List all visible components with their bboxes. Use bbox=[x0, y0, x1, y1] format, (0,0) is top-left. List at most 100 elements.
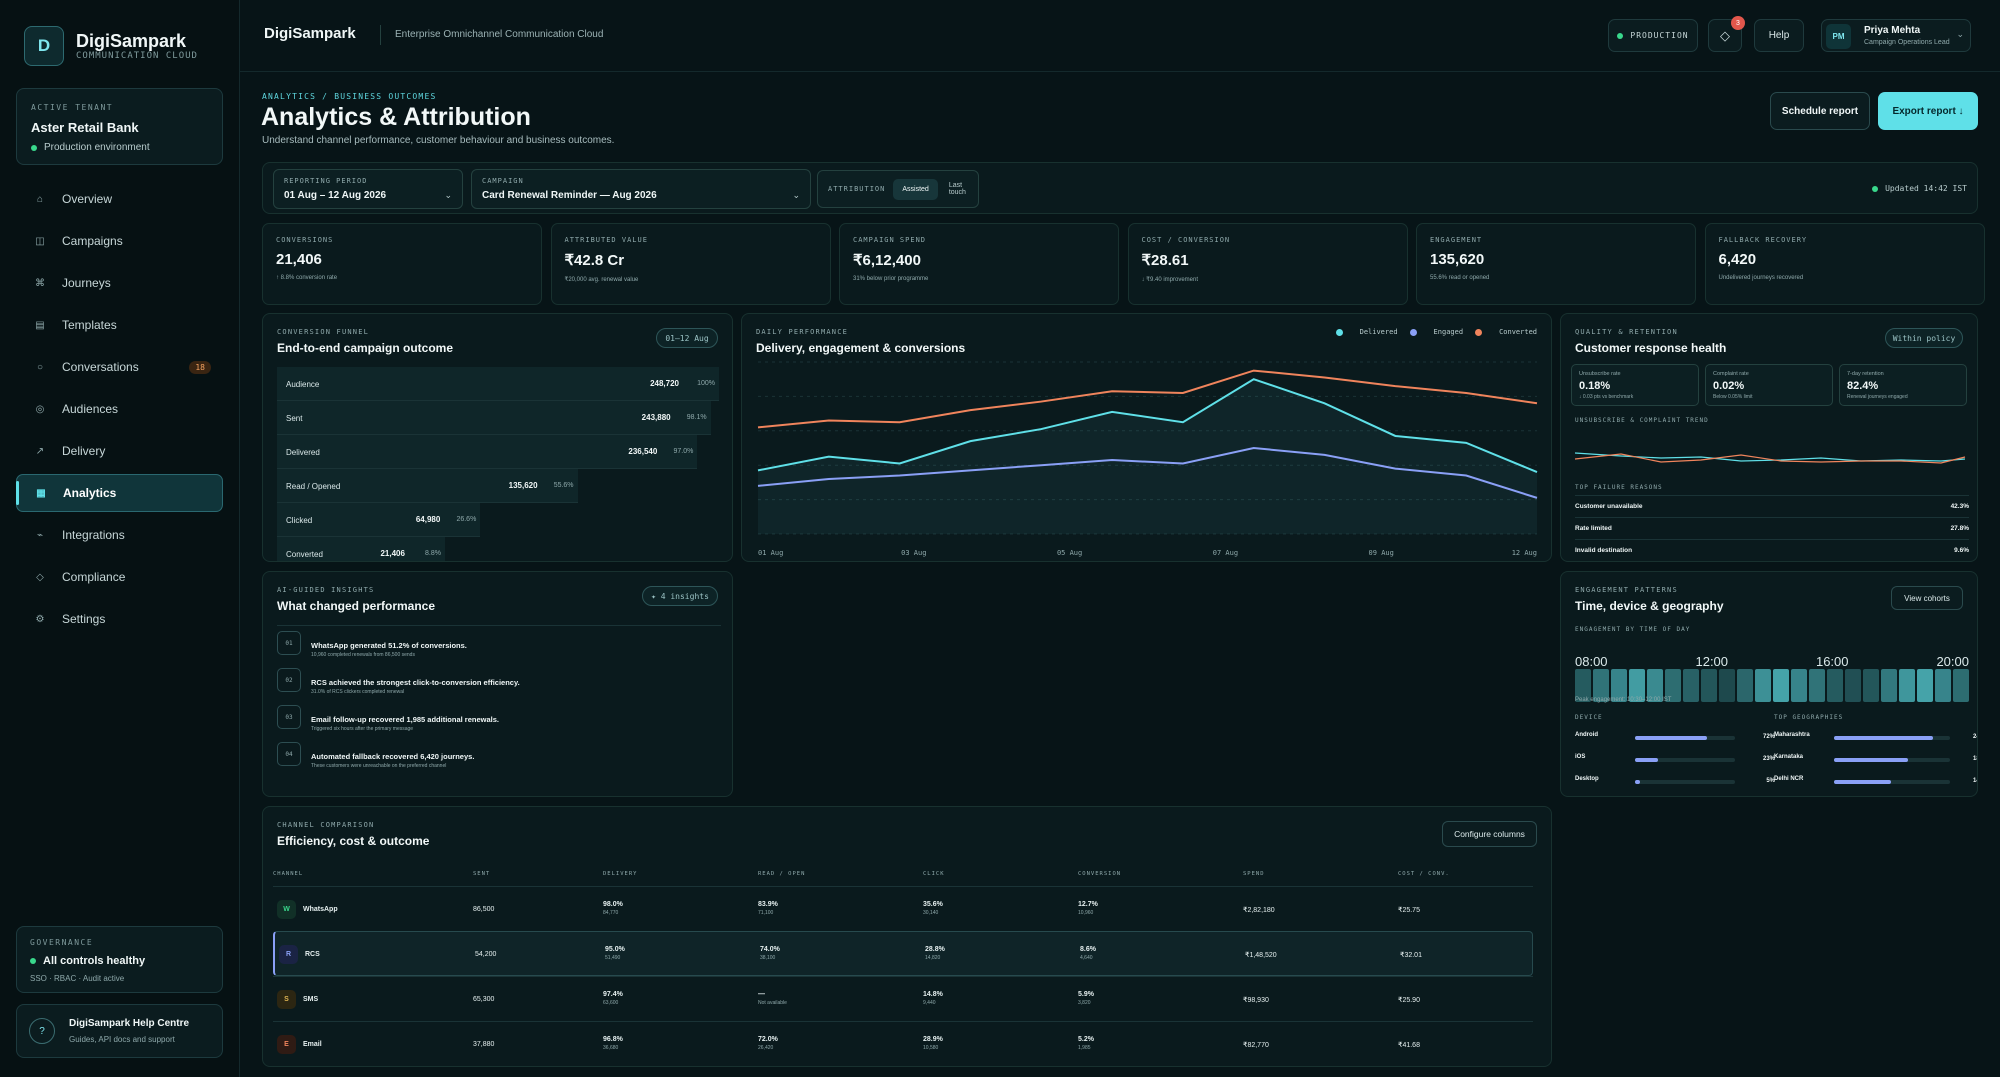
column-header[interactable]: READ / OPEN bbox=[758, 871, 806, 877]
kpi-card[interactable]: CAMPAIGN SPEND ₹6,12,400 31% below prior p… bbox=[839, 223, 1119, 305]
attribution-option-assisted[interactable]: Assisted bbox=[893, 178, 938, 200]
insight-item[interactable]: 04 Automated fallback recovered 6,420 jou… bbox=[277, 740, 721, 774]
column-header[interactable]: SPEND bbox=[1243, 871, 1265, 877]
quality-metric-card[interactable]: 7-day retention 82.4% Renewal journeys eng… bbox=[1839, 364, 1967, 406]
sidebar-item-settings[interactable]: ⚙ Settings bbox=[16, 600, 223, 638]
series-line-delivered[interactable] bbox=[757, 378, 1538, 474]
column-header[interactable]: CHANNEL bbox=[273, 871, 304, 877]
schedule-report-button[interactable]: Schedule report bbox=[1770, 92, 1870, 130]
column-header[interactable]: COST / CONV. bbox=[1398, 871, 1450, 877]
environment-badge[interactable]: PRODUCTION bbox=[1608, 19, 1698, 52]
funnel-row[interactable]: Converted 21,406 8.8% bbox=[277, 537, 445, 561]
funnel-row[interactable]: Delivered 236,540 97.0% bbox=[277, 435, 698, 469]
reporting-period-select[interactable]: REPORTING PERIOD 01 Aug – 12 Aug 2026 ⌄ bbox=[273, 169, 463, 209]
failure-reason-row[interactable]: Invalid destination 9.6% bbox=[1575, 539, 1969, 559]
legend-item[interactable]: Delivered bbox=[1335, 328, 1398, 336]
heatmap-cell[interactable] bbox=[1629, 669, 1645, 702]
table-row[interactable]: E Email 37,880 96.8% 36,680 72.0% 26,420 28.9% 1… bbox=[273, 1021, 1533, 1066]
heatmap-cell[interactable] bbox=[1647, 669, 1663, 702]
breadcrumb[interactable]: ANALYTICS / BUSINESS OUTCOMES bbox=[262, 92, 437, 101]
brand[interactable]: D DigiSampark COMMUNICATION CLOUD bbox=[24, 26, 198, 66]
column-header[interactable]: SENT bbox=[473, 871, 491, 877]
heatmap-cell[interactable] bbox=[1737, 669, 1753, 702]
configure-columns-button[interactable]: Configure columns bbox=[1442, 821, 1537, 847]
quality-metric-card[interactable]: Complaint rate 0.02% Below 0.05% limit bbox=[1705, 364, 1833, 406]
cell-sub: 30,140 bbox=[923, 910, 939, 916]
table-row[interactable]: R RCS 54,200 95.0% 51,490 74.0% 38,100 28.8% 14,… bbox=[273, 931, 1533, 976]
legend-item[interactable]: Engaged bbox=[1409, 328, 1463, 336]
heatmap-cell[interactable] bbox=[1881, 669, 1897, 702]
heatmap-cell[interactable] bbox=[1701, 669, 1717, 702]
sidebar-item-audiences[interactable]: ◎ Audiences bbox=[16, 390, 223, 428]
heatmap-cell[interactable] bbox=[1917, 669, 1933, 702]
heatmap-cell[interactable] bbox=[1845, 669, 1861, 702]
kpi-card[interactable]: ENGAGEMENT 135,620 55.6% read or opened bbox=[1416, 223, 1696, 305]
funnel-row[interactable]: Clicked 64,980 26.6% bbox=[277, 503, 481, 537]
sidebar-item-campaigns[interactable]: ◫ Campaigns bbox=[16, 222, 223, 260]
sidebar-item-compliance[interactable]: ◇ Compliance bbox=[16, 558, 223, 596]
view-cohorts-button[interactable]: View cohorts bbox=[1891, 586, 1963, 610]
governance-card[interactable]: GOVERNANCE All controls healthy SSO · RB… bbox=[16, 926, 223, 993]
user-menu[interactable]: PM Priya Mehta Campaign Operations Lead … bbox=[1821, 19, 1971, 52]
geo-row[interactable]: Delhi NCR 14.2% bbox=[1774, 776, 1977, 788]
insights-count-badge[interactable]: ✦ 4 insights bbox=[642, 586, 718, 606]
column-header[interactable]: CONVERSION bbox=[1078, 871, 1122, 877]
help-centre-card[interactable]: ? DigiSampark Help Centre Guides, API do… bbox=[16, 1004, 223, 1058]
insight-item[interactable]: 03 Email follow-up recovered 1,985 additi… bbox=[277, 703, 721, 737]
campaign-select[interactable]: CAMPAIGN Card Renewal Reminder — Aug 202… bbox=[471, 169, 811, 209]
export-report-button[interactable]: Export report ↓ bbox=[1878, 92, 1978, 130]
funnel-row[interactable]: Read / Opened 135,620 55.6% bbox=[277, 469, 578, 503]
heatmap-cell[interactable] bbox=[1665, 669, 1681, 702]
heatmap-cell[interactable] bbox=[1593, 669, 1609, 702]
funnel-row[interactable]: Sent 243,880 98.1% bbox=[277, 401, 711, 435]
column-header[interactable]: CLICK bbox=[923, 871, 945, 877]
funnel-row[interactable]: Audience 248,720 100% bbox=[277, 367, 719, 401]
heatmap-cell[interactable] bbox=[1611, 669, 1627, 702]
geo-row[interactable]: Karnataka 18.6% bbox=[1774, 754, 1977, 766]
heatmap-cell[interactable] bbox=[1719, 669, 1735, 702]
insight-item[interactable]: 02 RCS achieved the strongest click-to-co… bbox=[277, 666, 721, 700]
device-row[interactable]: iOS 23% bbox=[1575, 754, 1775, 766]
heatmap-cell[interactable] bbox=[1827, 669, 1843, 702]
table-row[interactable]: S SMS 65,300 97.4% 63,600 — Not available 14.8%… bbox=[273, 976, 1533, 1021]
sidebar-item-analytics[interactable]: ▦ Analytics bbox=[16, 474, 223, 512]
sidebar-item-delivery[interactable]: ↗ Delivery bbox=[16, 432, 223, 470]
table-row[interactable]: W WhatsApp 86,500 98.0% 84,770 83.9% 71,100 35.… bbox=[273, 886, 1533, 931]
series-line-engaged[interactable] bbox=[757, 446, 1538, 499]
failure-reason-row[interactable]: Rate limited 27.8% bbox=[1575, 517, 1969, 537]
heatmap-cell[interactable] bbox=[1791, 669, 1807, 702]
heatmap-cell[interactable] bbox=[1935, 669, 1951, 702]
heatmap-cell[interactable] bbox=[1863, 669, 1879, 702]
heatmap-cell[interactable] bbox=[1755, 669, 1771, 702]
kpi-card[interactable]: COST / CONVERSION ₹28.61 ↓ ₹9.40 improveme… bbox=[1127, 223, 1408, 305]
quality-metric-card[interactable]: Unsubscribe rate 0.18% ↓ 0.03 pts vs bench… bbox=[1571, 364, 1699, 406]
device-row[interactable]: Desktop 5% bbox=[1575, 776, 1775, 788]
kpi-card[interactable]: FALLBACK RECOVERY 6,420 Undelivered journe… bbox=[1704, 223, 1985, 305]
heatmap-cell[interactable] bbox=[1953, 669, 1969, 702]
sidebar-item-templates[interactable]: ▤ Templates bbox=[16, 306, 223, 344]
attribution-option-last-touch[interactable]: Last touch bbox=[948, 182, 966, 196]
heatmap-cell[interactable] bbox=[1683, 669, 1699, 702]
date-range-badge[interactable]: 01–12 Aug bbox=[656, 328, 718, 348]
tenant-card[interactable]: ACTIVE TENANT Aster Retail Bank Producti… bbox=[16, 88, 223, 165]
heatmap-cell[interactable] bbox=[1809, 669, 1825, 702]
failure-reason-row[interactable]: Customer unavailable 42.3% bbox=[1575, 495, 1969, 515]
kpi-card[interactable]: ATTRIBUTED VALUE ₹42.8 Cr ₹20,000 avg. ren… bbox=[550, 223, 831, 305]
help-button[interactable]: Help bbox=[1754, 19, 1804, 52]
notifications-button[interactable]: ◇ 3 bbox=[1708, 16, 1745, 52]
kpi-card[interactable]: CONVERSIONS 21,406 ↑ 8.8% conversion rate bbox=[262, 223, 542, 305]
device-row[interactable]: Android 72% bbox=[1575, 732, 1775, 744]
sidebar-item-conversations[interactable]: ○ Conversations 18 bbox=[16, 348, 223, 386]
heatmap-cell[interactable] bbox=[1899, 669, 1915, 702]
column-header[interactable]: DELIVERY bbox=[603, 871, 638, 877]
sidebar-item-overview[interactable]: ⌂ Overview bbox=[16, 180, 223, 218]
insight-item[interactable]: 01 WhatsApp generated 51.2% of conversion… bbox=[277, 629, 721, 663]
sidebar-item-integrations[interactable]: ⌁ Integrations bbox=[16, 516, 223, 554]
topbar-brand[interactable]: DigiSampark bbox=[264, 25, 356, 42]
sidebar-item-journeys[interactable]: ⌘ Journeys bbox=[16, 264, 223, 302]
heatmap-cell[interactable] bbox=[1575, 669, 1591, 702]
legend-item[interactable]: Converted bbox=[1475, 328, 1537, 336]
heatmap-cell[interactable] bbox=[1773, 669, 1789, 702]
series-line-converted[interactable] bbox=[757, 369, 1538, 429]
geo-row[interactable]: Maharashtra 24.8% bbox=[1774, 732, 1977, 744]
